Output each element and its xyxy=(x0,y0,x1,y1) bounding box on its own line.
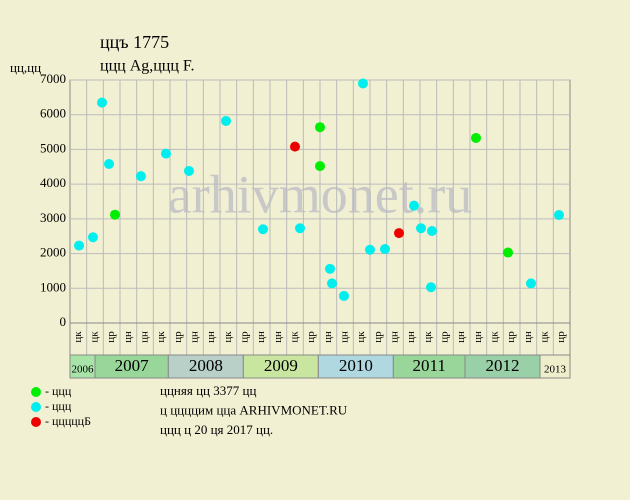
point xyxy=(325,263,335,274)
x-tick-label: цн xyxy=(472,331,484,343)
point xyxy=(554,210,564,221)
year-label: 2006 xyxy=(72,364,95,376)
year-label: 2010 xyxy=(339,356,373,375)
x-tick-label: цн xyxy=(189,331,201,343)
x-tick-label: цн xyxy=(255,331,267,343)
point xyxy=(416,223,426,234)
x-tick-label: цр xyxy=(439,331,451,343)
y-tick-label: 6000 xyxy=(40,106,66,121)
point xyxy=(161,148,171,159)
y-tick-label: 4000 xyxy=(40,175,66,190)
x-tick-label: цр xyxy=(172,331,184,343)
x-tick-label: цк xyxy=(422,331,434,343)
point xyxy=(380,244,390,255)
x-tick-label: цк xyxy=(489,331,501,343)
legend-label: - ццц xyxy=(45,399,72,413)
point xyxy=(97,97,107,108)
x-tick-label: цк xyxy=(355,331,367,343)
x-tick-label: цр xyxy=(372,331,384,343)
note: ццц ц 20 ця 2017 цц. xyxy=(160,422,273,437)
x-tick-label: цн xyxy=(389,331,401,343)
legend-marker xyxy=(31,402,41,412)
x-tick-label: цн xyxy=(405,331,417,343)
point xyxy=(394,228,404,239)
x-tick-label: цк xyxy=(89,331,101,343)
point xyxy=(503,247,513,258)
legend-label: - цццццБ xyxy=(45,414,91,428)
point xyxy=(427,226,437,237)
point xyxy=(315,122,325,133)
year-label: 2011 xyxy=(412,356,445,375)
point xyxy=(295,223,305,234)
point xyxy=(471,132,481,143)
x-tick-label: цн xyxy=(122,331,134,343)
point xyxy=(136,171,146,182)
x-tick-label: цн xyxy=(322,331,334,343)
point xyxy=(365,244,375,255)
point xyxy=(426,282,436,293)
x-tick-label: цн xyxy=(272,331,284,343)
x-tick-label: цк xyxy=(222,331,234,343)
point xyxy=(358,78,368,89)
x-tick-label: цн xyxy=(522,331,534,343)
point xyxy=(315,161,325,172)
legend-marker xyxy=(31,387,41,397)
x-tick-label: цр xyxy=(105,331,117,343)
x-tick-label: цр xyxy=(305,331,317,343)
x-tick-label: цк xyxy=(72,331,84,343)
x-tick-label: цр xyxy=(555,331,567,343)
legend-label: - ццц xyxy=(45,384,72,398)
note: ццняя цц 3377 цц xyxy=(160,383,256,398)
y-tick-label: 0 xyxy=(60,314,67,329)
point xyxy=(110,209,120,220)
y-tick-label: 1000 xyxy=(40,279,66,294)
point xyxy=(327,278,337,289)
note: ц ццццим цца ARHIVMONET.RU xyxy=(160,402,348,417)
x-tick-label: цк xyxy=(539,331,551,343)
point xyxy=(290,141,300,152)
point xyxy=(221,115,231,126)
y-tick-label: 3000 xyxy=(40,210,66,225)
y-axis-label: цц,цц xyxy=(10,60,41,75)
year-band xyxy=(539,354,571,379)
point xyxy=(258,224,268,235)
x-tick-label: цр xyxy=(239,331,251,343)
x-tick-label: цк xyxy=(155,331,167,343)
year-label: 2008 xyxy=(189,356,223,375)
year-label: 2013 xyxy=(544,364,567,376)
chart-title: ццъ 1775 xyxy=(100,32,169,52)
point xyxy=(526,278,536,289)
chart-subtitle: ццц Ag,ццц F. xyxy=(100,58,195,75)
year-label: 2009 xyxy=(264,356,298,375)
y-tick-label: 2000 xyxy=(40,245,66,260)
x-tick-label: цк xyxy=(289,331,301,343)
legend-marker xyxy=(31,417,41,427)
point xyxy=(104,159,114,170)
point xyxy=(339,290,349,301)
year-label: 2007 xyxy=(115,356,150,375)
x-tick-label: цн xyxy=(455,331,467,343)
x-tick-label: цн xyxy=(339,331,351,343)
point xyxy=(409,200,419,211)
x-tick-label: цр xyxy=(505,331,517,343)
y-tick-label: 5000 xyxy=(40,140,66,155)
x-tick-label: цн xyxy=(205,331,217,343)
point xyxy=(184,165,194,176)
x-tick-label: цн xyxy=(139,331,151,343)
year-label: 2012 xyxy=(486,356,520,375)
point xyxy=(74,240,84,251)
point xyxy=(88,232,98,243)
y-tick-label: 7000 xyxy=(40,71,66,86)
